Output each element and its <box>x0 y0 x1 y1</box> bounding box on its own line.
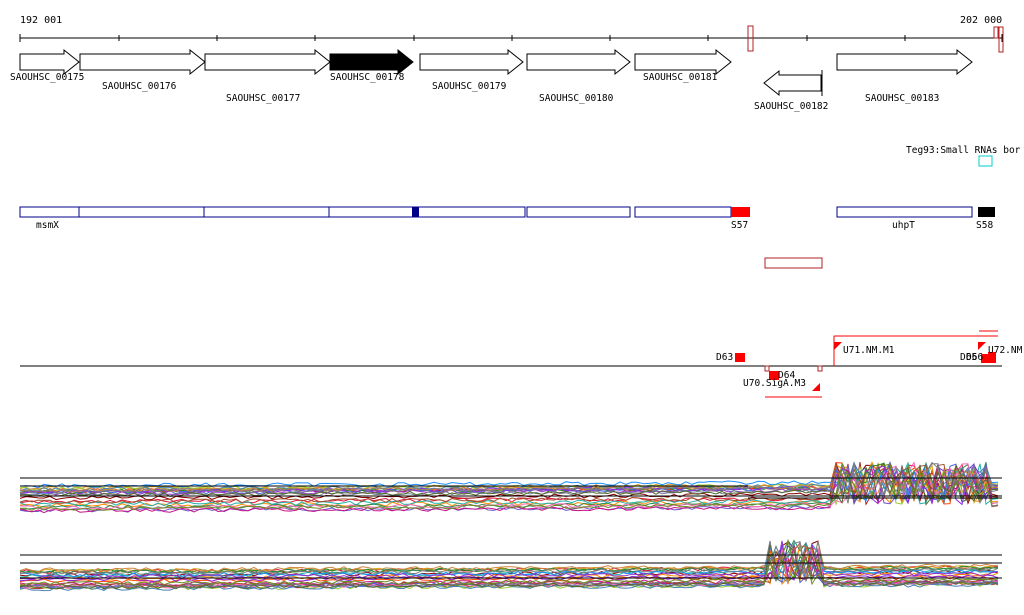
gene-arrow[interactable] <box>836 48 973 76</box>
gene-arrow[interactable] <box>634 48 732 76</box>
expression-profile <box>19 461 999 501</box>
expression-track-2 <box>19 538 1002 592</box>
operon-feature[interactable] <box>634 206 732 218</box>
segment-mark[interactable] <box>764 365 770 372</box>
gene-label[interactable]: SAOUHSC_00183 <box>865 93 939 104</box>
operon-track: msmX S57 uhpT S58 <box>19 206 995 269</box>
gene-track: SAOUHSC_00175 SAOUHSC_00176 SAOUHSC_0017… <box>10 48 973 112</box>
srna-s57[interactable] <box>731 207 750 217</box>
segment-block[interactable] <box>988 352 996 363</box>
ruler-end-label: 202 000 <box>960 15 1002 26</box>
ruler-marker[interactable] <box>747 25 754 52</box>
srna-label[interactable]: Teg93:Small RNAs bor <box>906 145 1021 156</box>
gene-arrow[interactable] <box>419 48 524 76</box>
segment-block[interactable] <box>981 354 990 363</box>
ruler-marker[interactable] <box>998 26 1004 53</box>
segment-mark[interactable] <box>817 365 823 372</box>
gene-arrow-highlighted[interactable] <box>329 48 414 76</box>
expression-profile <box>19 465 999 504</box>
gene-arrow[interactable] <box>526 48 631 76</box>
gene-arrow-reverse[interactable] <box>763 69 822 97</box>
segment-label[interactable]: U72.NM <box>988 345 1023 356</box>
srna-feature[interactable] <box>978 155 993 167</box>
segment-label[interactable]: U71.NM.M1 <box>843 345 895 356</box>
segment-start[interactable] <box>978 342 986 350</box>
ruler-marker[interactable] <box>993 26 999 39</box>
segment-label[interactable]: D63 <box>716 352 733 363</box>
operon-feature[interactable] <box>203 206 330 218</box>
segment-block[interactable] <box>735 353 745 362</box>
segment-start[interactable] <box>834 342 842 350</box>
operon-feature[interactable] <box>19 206 80 218</box>
expression-profile <box>19 543 999 585</box>
operon-label[interactable]: uhpT <box>892 220 915 231</box>
segment-label[interactable]: D66 <box>966 352 983 363</box>
gene-label[interactable]: SAOUHSC_00177 <box>226 93 300 104</box>
operon-label[interactable]: S58 <box>976 220 993 231</box>
srna-s58[interactable] <box>978 207 995 217</box>
expression-profile <box>19 461 999 511</box>
gene-label[interactable]: SAOUHSC_00179 <box>432 81 507 92</box>
gene-arrow[interactable] <box>204 48 331 76</box>
gene-label[interactable]: SAOUHSC_00175 <box>10 72 84 83</box>
ruler: 192 001 202 000 <box>19 15 1004 53</box>
expression-profile <box>19 463 999 503</box>
segment-label[interactable]: U70.SigA.M3 <box>743 378 806 389</box>
gene-arrow[interactable] <box>19 48 80 76</box>
gene-label[interactable]: SAOUHSC_00178 <box>330 72 405 83</box>
segment-label[interactable]: D64 <box>778 370 795 381</box>
expression-track-1 <box>19 461 1002 514</box>
operon-feature[interactable] <box>836 206 973 218</box>
expression-profile <box>19 544 999 590</box>
segment-end[interactable] <box>812 383 820 391</box>
operon-label[interactable]: S57 <box>731 220 748 231</box>
operon-mark[interactable] <box>412 207 419 217</box>
expression-profile <box>19 464 999 506</box>
gene-label[interactable]: SAOUHSC_00182 <box>754 101 828 112</box>
segment-track: D63 D64 U70.SigA.M3 U71.NM.M1 D65 D66 U7… <box>20 330 1023 398</box>
expression-profile <box>20 543 999 581</box>
srna-track: Teg93:Small RNAs bor <box>906 145 1021 167</box>
operon-label[interactable]: msmX <box>36 220 59 231</box>
ruler-start-label: 192 001 <box>20 15 62 26</box>
gene-arrow[interactable] <box>79 48 206 76</box>
expression-profile <box>19 463 999 504</box>
gene-label[interactable]: SAOUHSC_00181 <box>643 72 718 83</box>
expression-profile <box>19 463 999 513</box>
antisense-feature[interactable] <box>764 257 823 269</box>
gene-label[interactable]: SAOUHSC_00176 <box>102 81 177 92</box>
segment-label[interactable]: D65 <box>960 352 977 363</box>
expression-profile <box>19 538 999 587</box>
gene-label[interactable]: SAOUHSC_00180 <box>539 93 614 104</box>
expression-profile <box>19 540 999 582</box>
segment-block[interactable] <box>769 371 779 380</box>
operon-feature[interactable] <box>526 206 631 218</box>
operon-feature[interactable] <box>328 206 526 218</box>
operon-feature[interactable] <box>78 206 205 218</box>
